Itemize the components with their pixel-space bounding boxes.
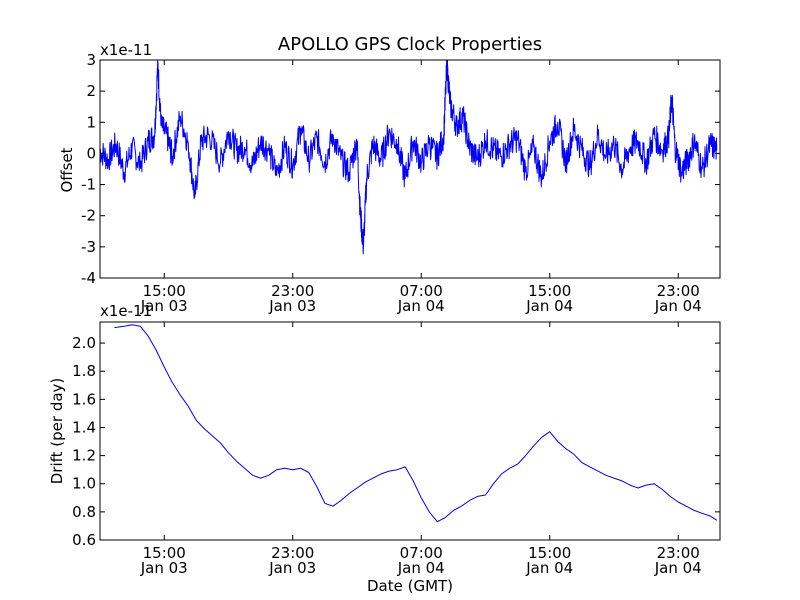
- drift-ytick-label: 2.0: [72, 334, 96, 352]
- drift-xtick-time: 23:00: [271, 544, 314, 562]
- offset-ylabel: Offset: [58, 147, 76, 192]
- offset-xtick-date: Jan 04: [525, 297, 573, 315]
- chart-title: APOLLO GPS Clock Properties: [278, 34, 542, 55]
- offset-xtick-date: Jan 04: [397, 297, 445, 315]
- offset-series-line: [99, 59, 718, 255]
- offset-ytick-label: 2: [86, 82, 96, 100]
- drift-ylabel: Drift (per day): [48, 378, 66, 485]
- offset-xtick-time: 15:00: [143, 282, 186, 300]
- drift-xtick-time: 15:00: [143, 544, 186, 562]
- offset-ytick-label: 0: [86, 144, 96, 162]
- drift-axes-frame: [99, 321, 721, 541]
- drift-multiplier: x1e-11: [100, 302, 152, 320]
- drift-panel: x1e-11 Drift (per day) 0.6 0.8 1.0 1.2 1.4 1.…: [48, 302, 721, 595]
- offset-xtick-date: Jan 04: [654, 297, 702, 315]
- offset-xtick-time: 23:00: [271, 282, 314, 300]
- offset-ytick-label: -4: [81, 269, 96, 287]
- drift-xtick-date: Jan 04: [654, 559, 702, 577]
- offset-axes-frame: [99, 59, 721, 279]
- offset-xtick-date: Jan 03: [140, 297, 188, 315]
- offset-ytick-label: -1: [81, 176, 96, 194]
- offset-xtick-date: Jan 03: [268, 297, 316, 315]
- drift-yticks: 0.6 0.8 1.0 1.2 1.4 1.6 1.8 2.0: [72, 334, 720, 549]
- drift-series-line: [114, 324, 718, 523]
- offset-ytick-label: -3: [81, 238, 96, 256]
- drift-ytick-label: 1.6: [72, 390, 96, 408]
- offset-ytick-label: -2: [81, 207, 96, 225]
- offset-yticks: -4 -3 -2 -1 0 1 2 3: [81, 51, 720, 287]
- offset-xtick-time: 23:00: [657, 282, 700, 300]
- drift-xtick-time: 07:00: [400, 544, 443, 562]
- offset-multiplier: x1e-11: [100, 41, 152, 59]
- drift-xtick-time: 23:00: [657, 544, 700, 562]
- offset-xtick-time: 15:00: [528, 282, 571, 300]
- drift-ytick-label: 1.8: [72, 362, 96, 380]
- offset-ytick-label: 1: [86, 113, 96, 131]
- drift-xtick-date: Jan 03: [268, 559, 316, 577]
- drift-xtick-date: Jan 04: [525, 559, 573, 577]
- drift-xtick-date: Jan 04: [397, 559, 445, 577]
- drift-ytick-label: 0.6: [72, 531, 96, 549]
- offset-ytick-label: 3: [86, 51, 96, 69]
- drift-ytick-label: 0.8: [72, 503, 96, 521]
- drift-xlabel: Date (GMT): [367, 577, 453, 595]
- drift-plot-area: [114, 324, 718, 523]
- offset-plot-area: [99, 59, 718, 255]
- drift-ytick-label: 1.4: [72, 418, 96, 436]
- drift-xtick-time: 15:00: [528, 544, 571, 562]
- drift-ytick-label: 1.0: [72, 475, 96, 493]
- drift-ytick-label: 1.2: [72, 447, 96, 465]
- offset-xtick-time: 07:00: [400, 282, 443, 300]
- drift-xtick-date: Jan 03: [140, 559, 188, 577]
